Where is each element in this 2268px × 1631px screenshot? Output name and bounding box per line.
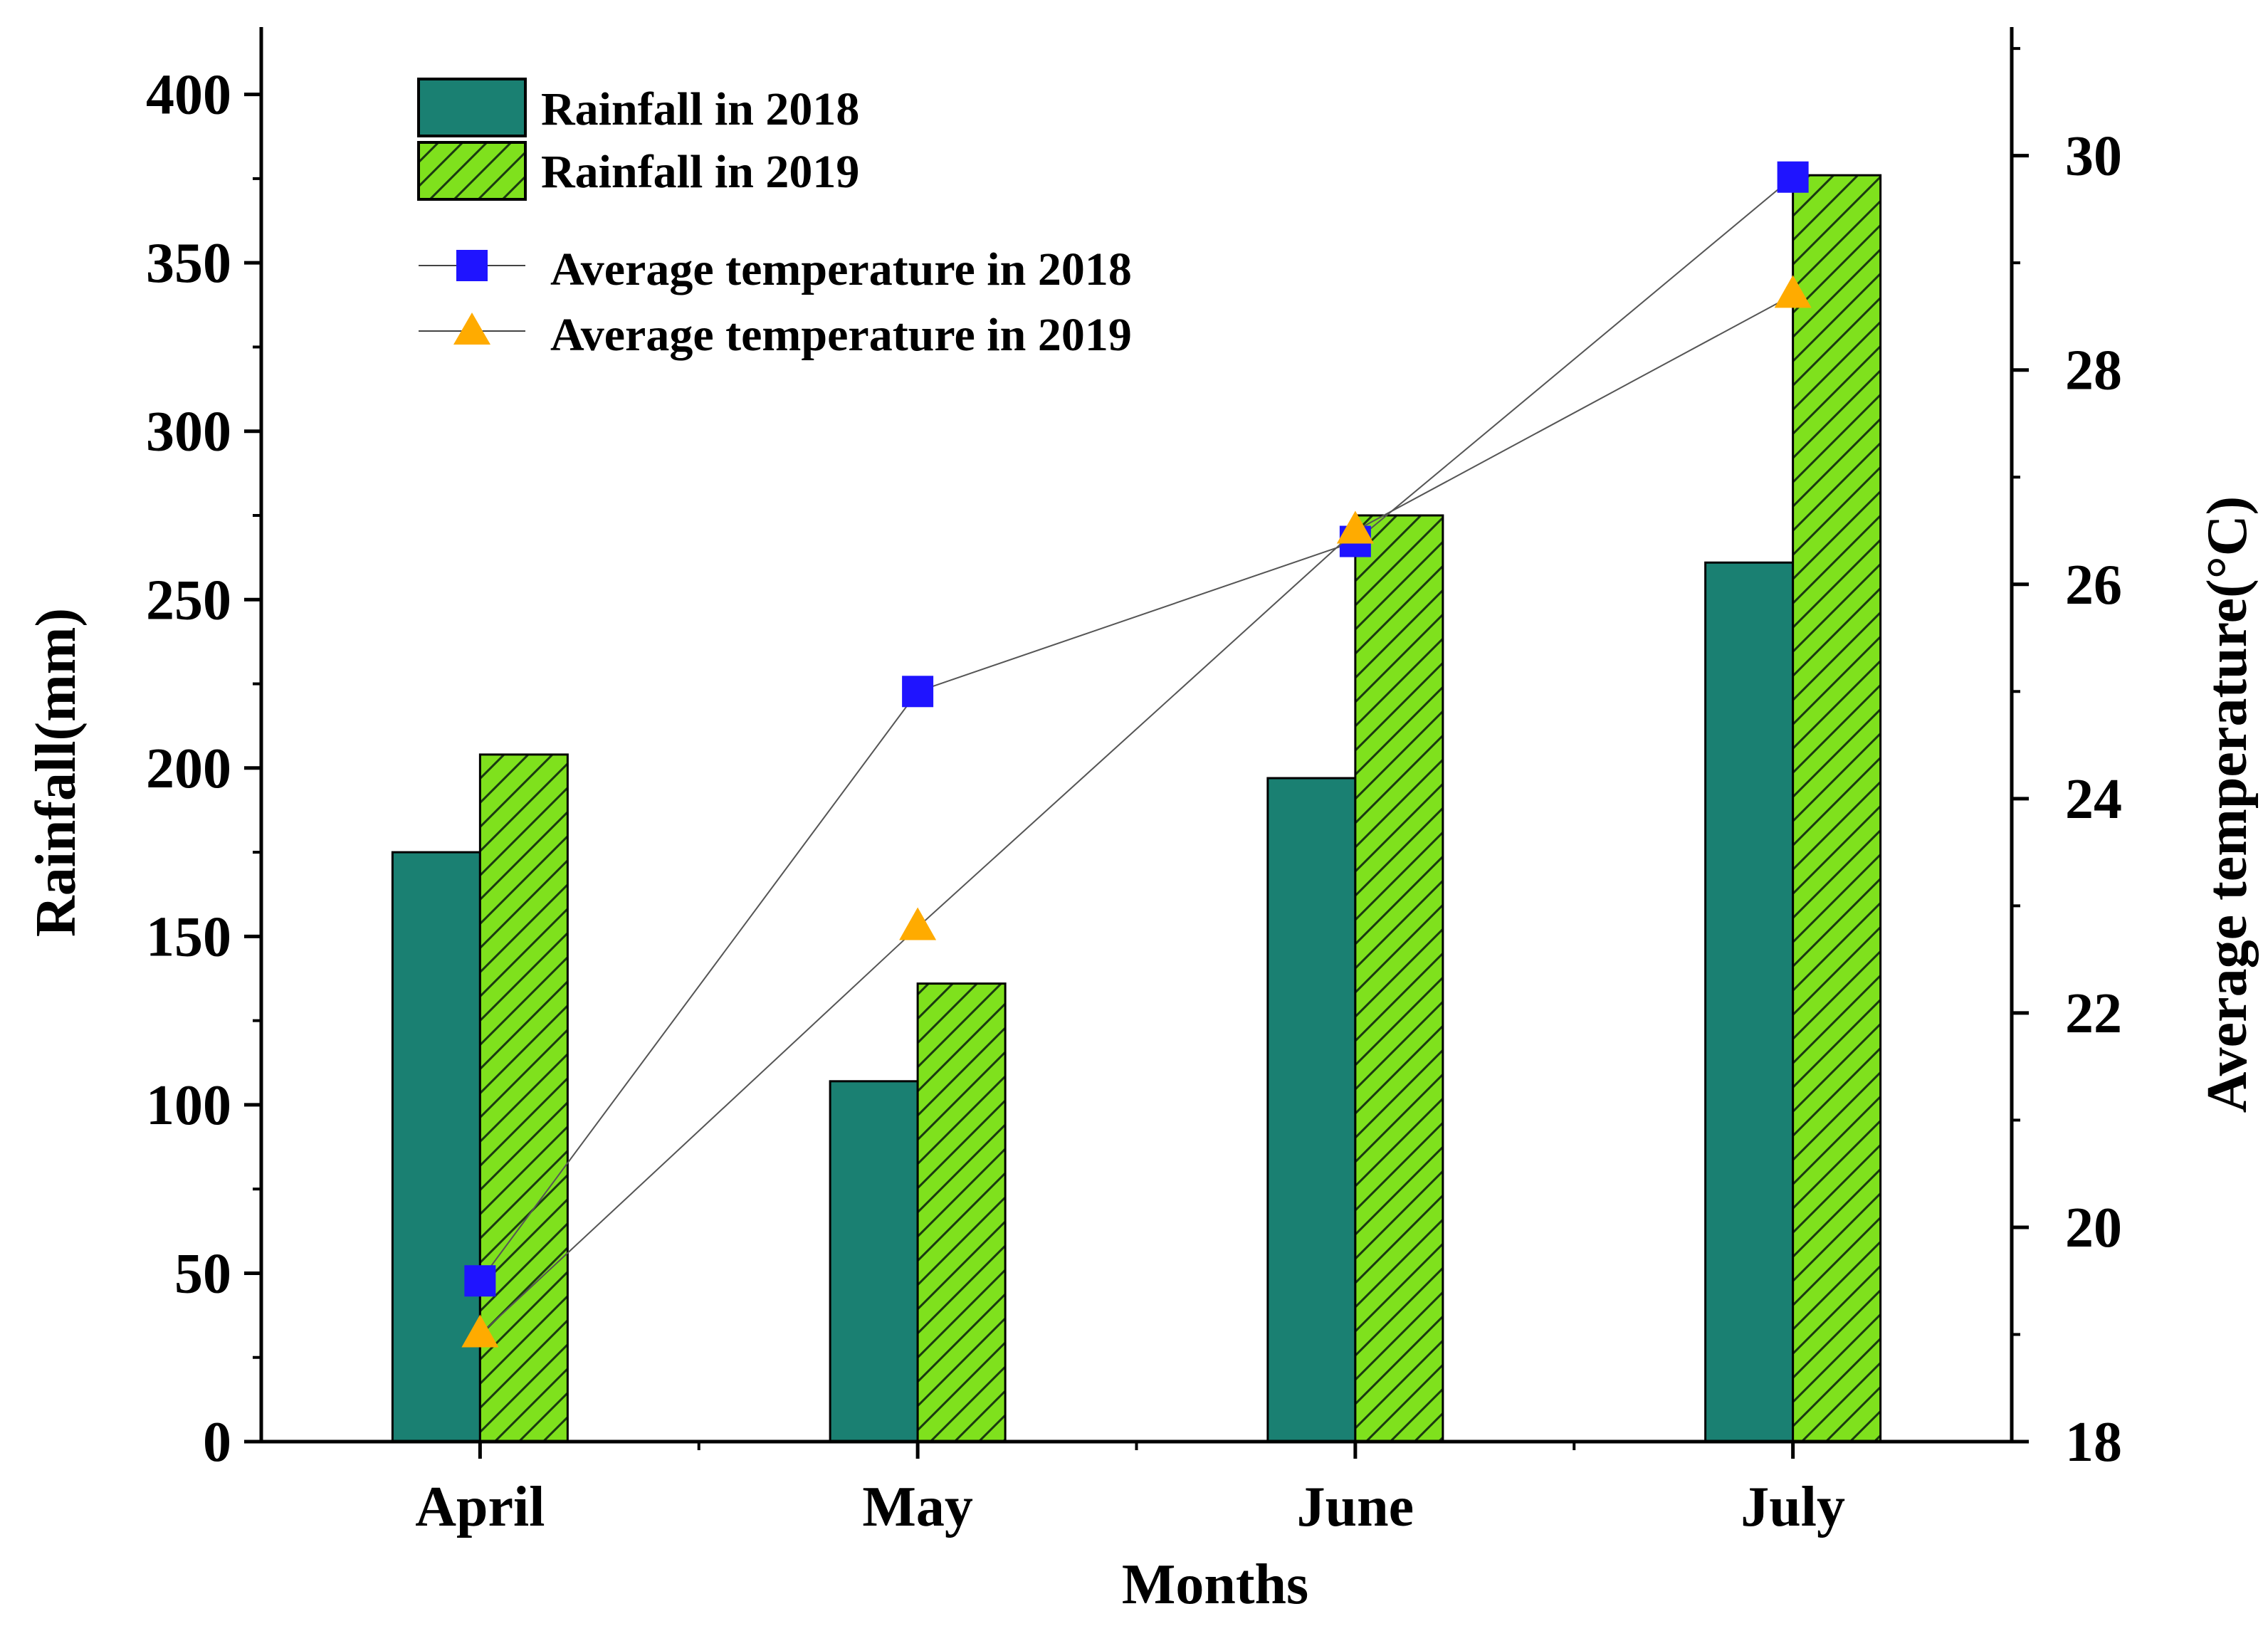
bar-rainfall-in-2019-june <box>1354 514 1444 1443</box>
bar-rainfall-in-2019-april <box>478 753 569 1443</box>
left-tick-label: 100 <box>146 1074 231 1137</box>
point-average-temperature-in-2018-july <box>1777 161 1809 193</box>
legend-label-rainfall-2018: Rainfall in 2018 <box>541 83 859 135</box>
legend-label-rainfall-2019: Rainfall in 2019 <box>541 146 859 198</box>
legend: Rainfall in 2018 Rainfall in 2019 Averag… <box>417 78 1132 361</box>
right-tick-label: 30 <box>2065 125 2122 188</box>
left-tick-label: 0 <box>203 1411 231 1474</box>
left-tick-label: 150 <box>146 906 231 968</box>
bar-rainfall-in-2018-may <box>829 1080 919 1443</box>
point-average-temperature-in-2019-june <box>1336 510 1374 544</box>
line-average-temperature-in-2018 <box>479 176 1794 1281</box>
left-tick-label: 250 <box>146 569 231 631</box>
left-axis-ticks: 0 50 100 150 200 250 300 350 400 <box>146 64 261 1474</box>
bar-rainfall-in-2018-july <box>1704 561 1795 1443</box>
right-tick-label: 26 <box>2065 554 2122 617</box>
x-tick-label-july: July <box>1741 1476 1845 1538</box>
x-axis-ticks: April May June July <box>415 1442 1845 1538</box>
legend-swatch-rainfall-2019 <box>417 141 527 201</box>
left-tick-label: 200 <box>146 738 231 800</box>
legend-marker-triangle-icon <box>453 313 490 345</box>
x-tick-label-may: May <box>862 1476 973 1538</box>
right-tick-label: 20 <box>2065 1197 2122 1259</box>
point-average-temperature-in-2018-may <box>902 676 934 708</box>
y2-axis-title: Average temperature(°C) <box>2196 496 2259 1113</box>
x-tick-label-april: April <box>415 1476 545 1538</box>
point-average-temperature-in-2019-july <box>1774 275 1812 308</box>
lines-layer <box>461 161 1812 1348</box>
bar-rainfall-in-2018-june <box>1266 777 1357 1443</box>
point-average-temperature-in-2019-may <box>899 907 937 940</box>
x-axis-title: Months <box>1122 1553 1308 1616</box>
legend-marker-square-icon <box>456 250 488 281</box>
y-axis-title: Rainfall(mm) <box>25 608 88 937</box>
right-tick-label: 24 <box>2065 768 2122 831</box>
bars-layer <box>391 174 1882 1443</box>
legend-label-temp-2018: Average temperature in 2018 <box>550 243 1132 295</box>
right-tick-label: 22 <box>2065 982 2122 1045</box>
legend-item-temp-2018: Average temperature in 2018 <box>419 243 1132 295</box>
right-tick-label: 18 <box>2065 1411 2122 1474</box>
bar-rainfall-in-2019-july <box>1792 174 1882 1443</box>
bar-rainfall-in-2019-may <box>916 982 1007 1443</box>
point-average-temperature-in-2019-april <box>461 1314 499 1348</box>
legend-swatch-rainfall-2018 <box>417 78 527 137</box>
legend-item-rainfall-2018: Rainfall in 2018 <box>417 78 859 137</box>
left-tick-label: 400 <box>146 64 231 127</box>
point-average-temperature-in-2018-april <box>464 1265 496 1297</box>
x-tick-label-june: June <box>1297 1476 1414 1538</box>
left-tick-label: 300 <box>146 401 231 463</box>
legend-item-temp-2019: Average temperature in 2019 <box>419 309 1132 361</box>
right-axis-ticks: 18 20 22 24 26 28 30 <box>2012 47 2122 1474</box>
line-average-temperature-in-2019 <box>479 294 1794 1336</box>
legend-label-temp-2019: Average temperature in 2019 <box>550 309 1132 361</box>
left-tick-label: 350 <box>146 232 231 295</box>
bar-rainfall-in-2018-april <box>391 851 481 1443</box>
right-tick-label: 28 <box>2065 340 2122 402</box>
legend-item-rainfall-2019: Rainfall in 2019 <box>417 141 859 201</box>
left-tick-label: 50 <box>174 1242 231 1305</box>
